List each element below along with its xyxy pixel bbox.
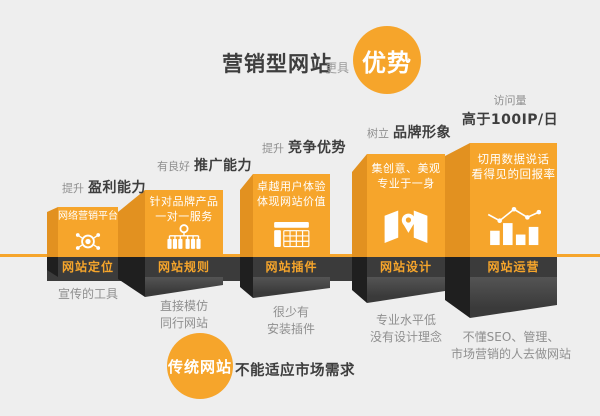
- advantage-badge: 优势: [353, 26, 421, 94]
- annotation-prefix: 提升: [62, 182, 84, 195]
- pillar-pedestal: [145, 277, 223, 297]
- below-note-positioning: 宣传的工具: [43, 286, 133, 303]
- pillar-face-title: 针对品牌产品 一对一服务: [150, 195, 219, 224]
- below-line: 同行网站: [159, 316, 208, 331]
- annotation-prefix: 访问量: [493, 94, 527, 107]
- target-network-icon: [75, 233, 101, 250]
- below-note-rules: 直接模仿 同行网站: [134, 298, 234, 332]
- pillar-side-face: [352, 154, 367, 303]
- annotation-label: 竞争优势: [288, 140, 346, 156]
- pillar-side-face: [118, 190, 145, 297]
- pillar-pedestal: [470, 277, 557, 318]
- face-line: 体现网站价值: [257, 194, 326, 208]
- page-title: 营销型网站: [222, 52, 332, 76]
- pillar-pedestal: [367, 277, 445, 303]
- pillar-front-face: 针对品牌产品 一对一服务: [145, 190, 223, 257]
- face-line: 网络营销平台: [58, 211, 118, 222]
- pillar-band-label: 网站定位: [58, 257, 118, 277]
- face-line: 专业于一身: [377, 176, 435, 190]
- annotation-profit: 提升 盈利能力: [62, 177, 146, 197]
- below-line: 专业水平低: [375, 313, 436, 327]
- pillar-band-label: 网站设计: [367, 257, 445, 277]
- bar-chart-trend-icon: [487, 206, 541, 246]
- annotation-prefix: 树立: [367, 127, 389, 140]
- below-note-plugins: 很少有 安装插件: [241, 304, 341, 338]
- annotation-promotion: 有良好 推广能力: [157, 155, 252, 175]
- pillar-side-face: [47, 207, 58, 277]
- pillar-face-title: 切用数据说话 看得见的回报率: [472, 152, 556, 182]
- annotation-label: 推广能力: [194, 158, 252, 174]
- pillar-face-title: 卓越用户体验 体现网站价值: [257, 180, 326, 209]
- annotation-prefix: 提升: [262, 142, 284, 155]
- pillar-front-face: 网络营销平台: [58, 207, 118, 257]
- below-line: 直接模仿: [159, 299, 208, 313]
- traditional-site-caption: 不能适应市场需求: [235, 363, 355, 379]
- face-line: 卓越用户体验: [257, 180, 326, 193]
- annotation-label: 高于100IP/日: [461, 112, 559, 128]
- map-pin-icon: [384, 210, 428, 244]
- annotation-prefix: 有良好: [157, 160, 190, 173]
- annotation-label: 盈利能力: [88, 180, 146, 196]
- annotation-competition: 提升 竞争优势: [262, 137, 346, 157]
- face-line: 针对品牌产品: [149, 195, 219, 208]
- pillar-side-face: [240, 174, 253, 298]
- traditional-site-badge: 传统网站: [167, 333, 233, 399]
- annotation-traffic: 访问量 高于100IP/日: [440, 92, 580, 129]
- pillar-face-title: 网络营销平台: [58, 210, 118, 223]
- below-note-design: 专业水平低 没有设计理念: [346, 312, 466, 346]
- below-line: 市场营销的人去做网站: [450, 347, 571, 362]
- face-line: 看得见的回报率: [471, 167, 556, 182]
- pillar-band-label: 网站运营: [470, 257, 557, 277]
- below-line: 很少有: [272, 305, 309, 319]
- pillar-front-face: 切用数据说话 看得见的回报率: [470, 143, 557, 257]
- table-grid-icon: [274, 221, 310, 248]
- pillar-pedestal: [253, 277, 330, 298]
- annotation-brand: 树立 品牌形象: [367, 122, 451, 142]
- pillar-face-title: 集创意、美观 专业于一身: [372, 162, 441, 191]
- title-connector: 更具: [325, 61, 350, 75]
- sitemap-icon: [167, 224, 201, 249]
- pillar-band-label: 网站插件: [253, 257, 330, 277]
- pillar-front-face: 卓越用户体验 体现网站价值: [253, 174, 330, 257]
- below-line: 安装插件: [266, 322, 315, 337]
- pillar-front-face: 集创意、美观 专业于一身: [367, 154, 445, 257]
- face-line: 一对一服务: [155, 209, 213, 223]
- face-line: 集创意、美观: [371, 162, 441, 175]
- below-line: 不懂SEO、管理、: [462, 330, 560, 344]
- below-line: 宣传的工具: [57, 287, 118, 301]
- pillar-band-label: 网站规则: [145, 257, 223, 277]
- below-line: 没有设计理念: [369, 330, 442, 345]
- below-note-operation: 不懂SEO、管理、 市场营销的人去做网站: [428, 329, 594, 363]
- pillar-side-face: [445, 143, 470, 318]
- annotation-label: 品牌形象: [393, 125, 451, 141]
- face-line: 切用数据说话: [477, 152, 550, 166]
